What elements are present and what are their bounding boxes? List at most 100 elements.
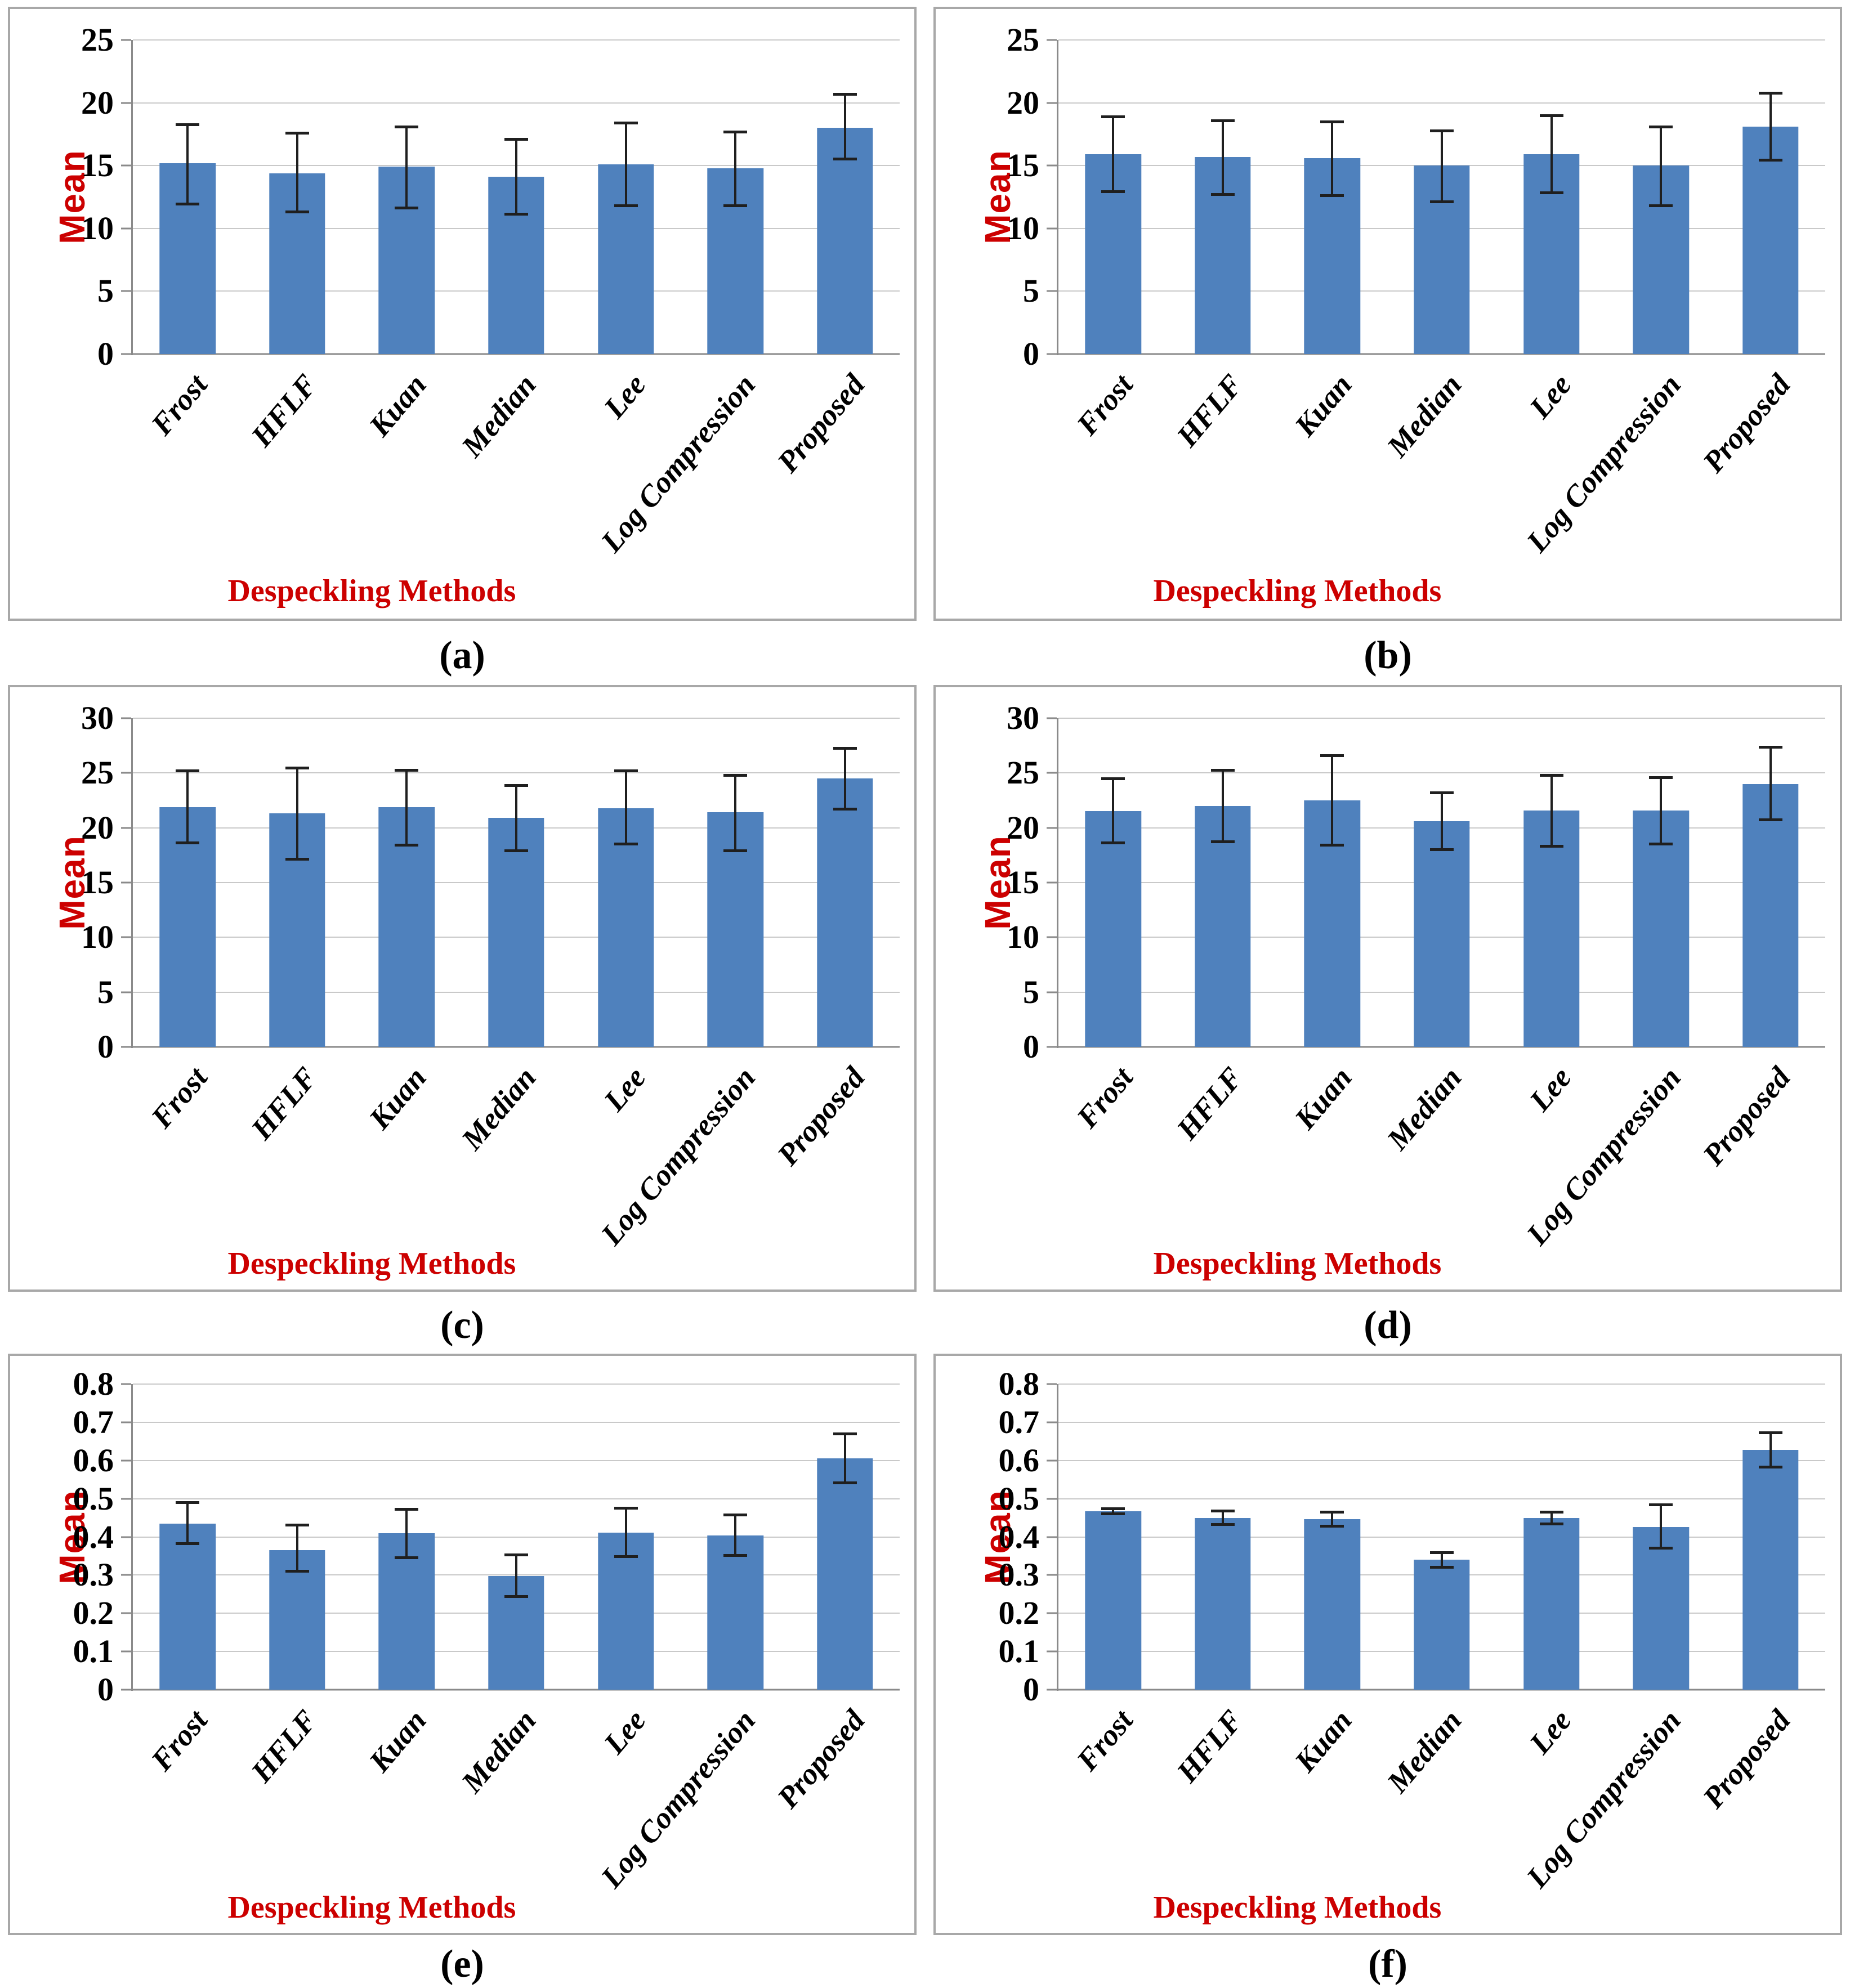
- y-tick-mark: [121, 1536, 131, 1538]
- error-bar-cap-top: [176, 769, 200, 773]
- error-bar-cap-top: [1758, 91, 1782, 95]
- error-bar-cap-top: [285, 132, 309, 135]
- bar: [816, 128, 873, 354]
- category-label-text: HFLF: [244, 368, 324, 453]
- error-bar-cap-top: [1430, 791, 1454, 795]
- error-bar-stem: [1112, 117, 1115, 192]
- category-label-text: Frost: [144, 368, 215, 442]
- error-bar-cap-top: [176, 123, 200, 126]
- category-label-text: Proposed: [1696, 1703, 1797, 1815]
- error-bar-stem: [296, 767, 298, 860]
- error-bar-stem: [1331, 122, 1334, 196]
- error-bar-cap-top: [1758, 745, 1782, 749]
- error-bar-cap-bottom: [176, 841, 200, 844]
- x-axis-title: Despeckling Methods: [227, 1890, 516, 1925]
- error-bar-cap-bottom: [833, 158, 857, 161]
- error-bar-stem: [405, 127, 408, 209]
- panel-caption-c: (c): [440, 1304, 484, 1347]
- error-bar-cap-bottom: [1758, 159, 1782, 162]
- bar: [1742, 1450, 1799, 1690]
- panel-caption-a: (a): [439, 634, 485, 677]
- error-bar-stem: [1660, 127, 1663, 206]
- category-label-text: HFLF: [244, 1703, 324, 1789]
- error-bar-cap-top: [723, 130, 748, 133]
- error-bar-stem: [1112, 1508, 1115, 1514]
- error-bar-cap-top: [1101, 115, 1125, 119]
- error-bar-cap-bottom: [285, 858, 309, 861]
- error-bar-cap-bottom: [1758, 818, 1782, 822]
- error-bar-cap-bottom: [723, 204, 748, 207]
- error-bar-cap-bottom: [1430, 848, 1454, 851]
- y-tick-mark: [1047, 1046, 1057, 1048]
- category-label-text: Median: [454, 1060, 543, 1157]
- y-tick-mark: [121, 772, 131, 774]
- gridline: [1058, 718, 1825, 719]
- gridline: [1058, 1421, 1825, 1423]
- error-bar-cap-top: [1320, 1511, 1344, 1514]
- gridline: [133, 772, 900, 774]
- category-label-text: Frost: [1070, 368, 1140, 442]
- category-label-text: Kuan: [363, 368, 434, 443]
- gridline: [133, 1536, 900, 1538]
- error-bar-cap-bottom: [1101, 841, 1125, 844]
- y-tick-mark: [121, 1650, 131, 1653]
- error-bar-stem: [734, 131, 737, 206]
- error-bar-cap-bottom: [723, 1554, 748, 1557]
- y-tick-mark: [1047, 1459, 1057, 1462]
- x-axis-title: Despeckling Methods: [1153, 1890, 1442, 1925]
- error-bar-cap-top: [504, 138, 528, 141]
- panel-cell-b: Mean 0 5 10 15 20 25 Frost HFLF Kuan Median Lee Lo…: [933, 7, 1842, 685]
- y-tick-mark: [1047, 1650, 1057, 1653]
- bar: [378, 807, 435, 1047]
- y-tick-mark: [1047, 290, 1057, 292]
- y-tick-mark: [121, 1046, 131, 1048]
- error-bar-cap-top: [395, 768, 419, 772]
- y-axis-line: [1057, 718, 1058, 1048]
- error-bar-cap-bottom: [1539, 191, 1563, 195]
- error-bar-cap-top: [1430, 129, 1454, 132]
- error-bar-stem: [1550, 775, 1553, 847]
- error-bar-cap-top: [833, 746, 857, 750]
- y-tick-mark: [1047, 39, 1057, 41]
- y-tick-mark: [1047, 164, 1057, 167]
- error-bar-stem: [1331, 755, 1334, 845]
- y-tick-mark: [121, 227, 131, 230]
- error-bar-stem: [624, 771, 627, 844]
- gridline: [1058, 39, 1825, 41]
- gridline: [133, 1459, 900, 1461]
- y-tick-mark: [1047, 1383, 1057, 1385]
- category-label-text: Kuan: [1288, 1703, 1359, 1779]
- bar: [1742, 783, 1799, 1047]
- error-bar-cap-top: [833, 92, 857, 96]
- error-bar-stem: [515, 785, 517, 851]
- plot-area: 0 5 10 15 20 25 30: [1007, 702, 1825, 1063]
- error-bar-stem: [1550, 1511, 1553, 1525]
- error-bar-stem: [1441, 792, 1443, 850]
- error-bar-cap-bottom: [614, 1555, 638, 1559]
- x-category-labels: Frost HFLF Kuan Median Lee Log Compression Pro…: [133, 1056, 900, 1252]
- panel-caption-e: (e): [440, 1942, 484, 1986]
- error-bar-stem: [624, 123, 627, 206]
- y-tick-mark: [121, 881, 131, 884]
- y-tick-mark: [121, 39, 131, 41]
- error-bar-stem: [1769, 92, 1772, 161]
- bar: [1195, 1517, 1251, 1690]
- y-axis-line: [131, 718, 133, 1048]
- bar: [1633, 810, 1689, 1047]
- error-bar-stem: [1769, 746, 1772, 821]
- x-axis-title: Despeckling Methods: [1153, 574, 1442, 608]
- error-bar-cap-bottom: [1101, 1512, 1125, 1515]
- chart-panel-a: Mean 0 5 10 15 20 25 Frost HFLF Kuan Median Lee Lo…: [8, 7, 917, 621]
- error-bar-stem: [1550, 115, 1553, 194]
- x-axis-line: [133, 1046, 900, 1048]
- error-bar-cap-top: [1320, 754, 1344, 758]
- x-axis-line: [133, 353, 900, 355]
- error-bar-cap-top: [1539, 1510, 1563, 1514]
- bar: [1304, 1519, 1361, 1690]
- category-label-text: Lee: [1522, 368, 1578, 425]
- error-bar-cap-top: [285, 766, 309, 769]
- x-category-labels: Frost HFLF Kuan Median Lee Log Compression Pro…: [133, 363, 900, 561]
- error-bar-stem: [405, 1508, 408, 1558]
- x-category-labels: Frost HFLF Kuan Median Lee Log Compression Pro…: [1058, 1056, 1825, 1252]
- y-tick-mark: [121, 1689, 131, 1691]
